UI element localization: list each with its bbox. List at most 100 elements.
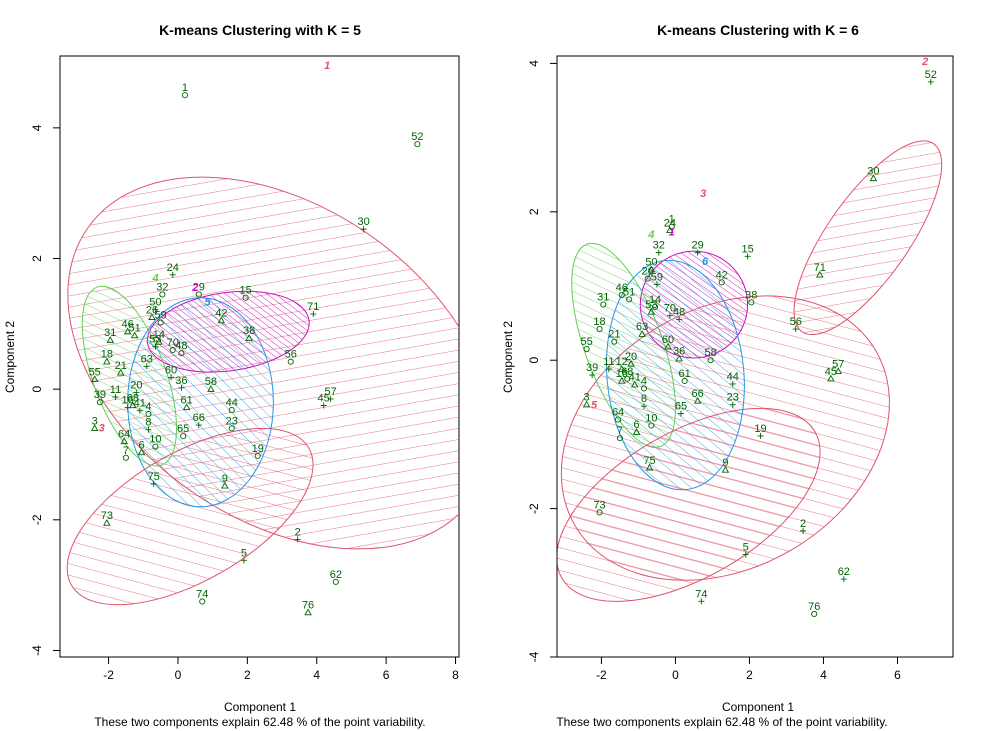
point-label: 51: [623, 286, 635, 298]
point-label: 24: [167, 262, 179, 274]
y-axis: -4 -2 0 2 4: [30, 124, 61, 656]
point-label: 44: [226, 397, 238, 409]
point-label: 12: [616, 356, 628, 368]
point-label: 18: [101, 349, 113, 361]
point-label: 58: [704, 347, 716, 359]
point-label: 45: [318, 392, 330, 404]
point-label: 6: [138, 440, 144, 452]
point-label: 31: [104, 327, 116, 339]
point-label: 39: [94, 389, 106, 401]
data-point: [254, 452, 261, 459]
x-tick-label: -2: [596, 668, 607, 682]
data-point: [90, 375, 99, 383]
point-label: 65: [177, 423, 189, 435]
point-label: 10: [645, 413, 657, 425]
data-point: [228, 425, 235, 432]
data-point: [648, 422, 655, 429]
subtitle: These two components explain 62.48 % of …: [94, 715, 425, 729]
x-tick-label: 0: [672, 668, 679, 682]
data-point: [618, 364, 626, 372]
x-tick-label: 4: [820, 668, 827, 682]
point-label: 20: [625, 351, 637, 363]
data-point: [668, 223, 675, 230]
data-point: [653, 281, 660, 288]
cluster-ellipse-5: [127, 297, 274, 508]
point-label: 64: [612, 407, 624, 419]
data-point: [744, 253, 751, 260]
data-point: [596, 325, 603, 333]
data-point: [840, 576, 847, 583]
data-point: [133, 389, 140, 396]
point-label: 7: [123, 445, 129, 457]
point-label: 29: [193, 281, 205, 293]
data-point: [150, 480, 157, 487]
point-label: 6: [634, 419, 640, 431]
data-point: [655, 249, 662, 256]
data-point: [718, 279, 725, 286]
clusters: [557, 140, 943, 602]
y-axis: -4 -2 0 2 4: [527, 60, 558, 662]
x-axis-label: Component 1: [224, 700, 296, 714]
point-label: 41: [629, 372, 641, 384]
point-label: 30: [867, 165, 879, 177]
point-label: 4: [641, 375, 647, 387]
point-label: 48: [175, 340, 187, 352]
data-point: [304, 608, 312, 616]
point-label: 59: [154, 310, 166, 322]
x-tick-label: 2: [746, 668, 753, 682]
point-label: 16: [616, 368, 628, 380]
cluster-label-6: 6: [702, 256, 709, 268]
data-point: [103, 518, 111, 526]
point-label: 19: [754, 423, 766, 435]
data-point: [287, 358, 294, 365]
y-tick-label: -2: [527, 503, 541, 514]
point-label: 41: [134, 398, 146, 410]
point-label: 23: [226, 415, 238, 427]
data-point: [181, 92, 188, 99]
data-point: [647, 265, 656, 273]
data-point: [129, 401, 137, 409]
cluster-label-4: 4: [151, 272, 158, 284]
data-point: [677, 410, 684, 417]
data-point: [757, 432, 764, 439]
data-point: [332, 578, 339, 585]
data-point: [145, 426, 152, 433]
data-point: [228, 407, 235, 414]
data-point: [698, 598, 705, 605]
subtitle: These two components explain 62.48 % of …: [556, 715, 887, 729]
point-label: 11: [110, 384, 121, 396]
data-point: [106, 336, 115, 343]
data-point: [242, 294, 249, 301]
point-label: 19: [252, 443, 264, 455]
point-label: 18: [593, 316, 605, 328]
data-point: [120, 437, 128, 445]
point-label: 63: [636, 321, 648, 333]
point-label: 61: [679, 368, 691, 380]
data-point: [122, 454, 129, 461]
cluster-label-1: 1: [669, 227, 675, 239]
y-axis-label: Component 2: [501, 321, 515, 393]
cluster-label-4: 4: [647, 229, 654, 241]
point-label: 68: [127, 392, 139, 404]
data-point: [615, 416, 622, 423]
point-label: 1: [669, 214, 675, 226]
data-point: [327, 395, 334, 402]
data-point: [721, 465, 730, 473]
data-point: [600, 301, 607, 308]
point-label: 48: [673, 306, 685, 318]
y-tick-label: 0: [527, 357, 541, 364]
clusters: [66, 176, 459, 606]
cluster-label-2: 2: [191, 282, 198, 294]
data-point: [618, 376, 626, 384]
data-point: [207, 385, 215, 392]
point-label: 1: [182, 82, 188, 94]
x-tick-label: 6: [894, 668, 901, 682]
point-label: 56: [790, 316, 802, 328]
y-tick-label: -4: [527, 651, 541, 662]
point-label: 52: [411, 131, 423, 143]
data-point: [152, 443, 159, 450]
cluster-label-2: 2: [921, 56, 928, 68]
points: 1234567891011141516181920212324262930313…: [89, 82, 423, 616]
point-label: 63: [141, 353, 153, 365]
